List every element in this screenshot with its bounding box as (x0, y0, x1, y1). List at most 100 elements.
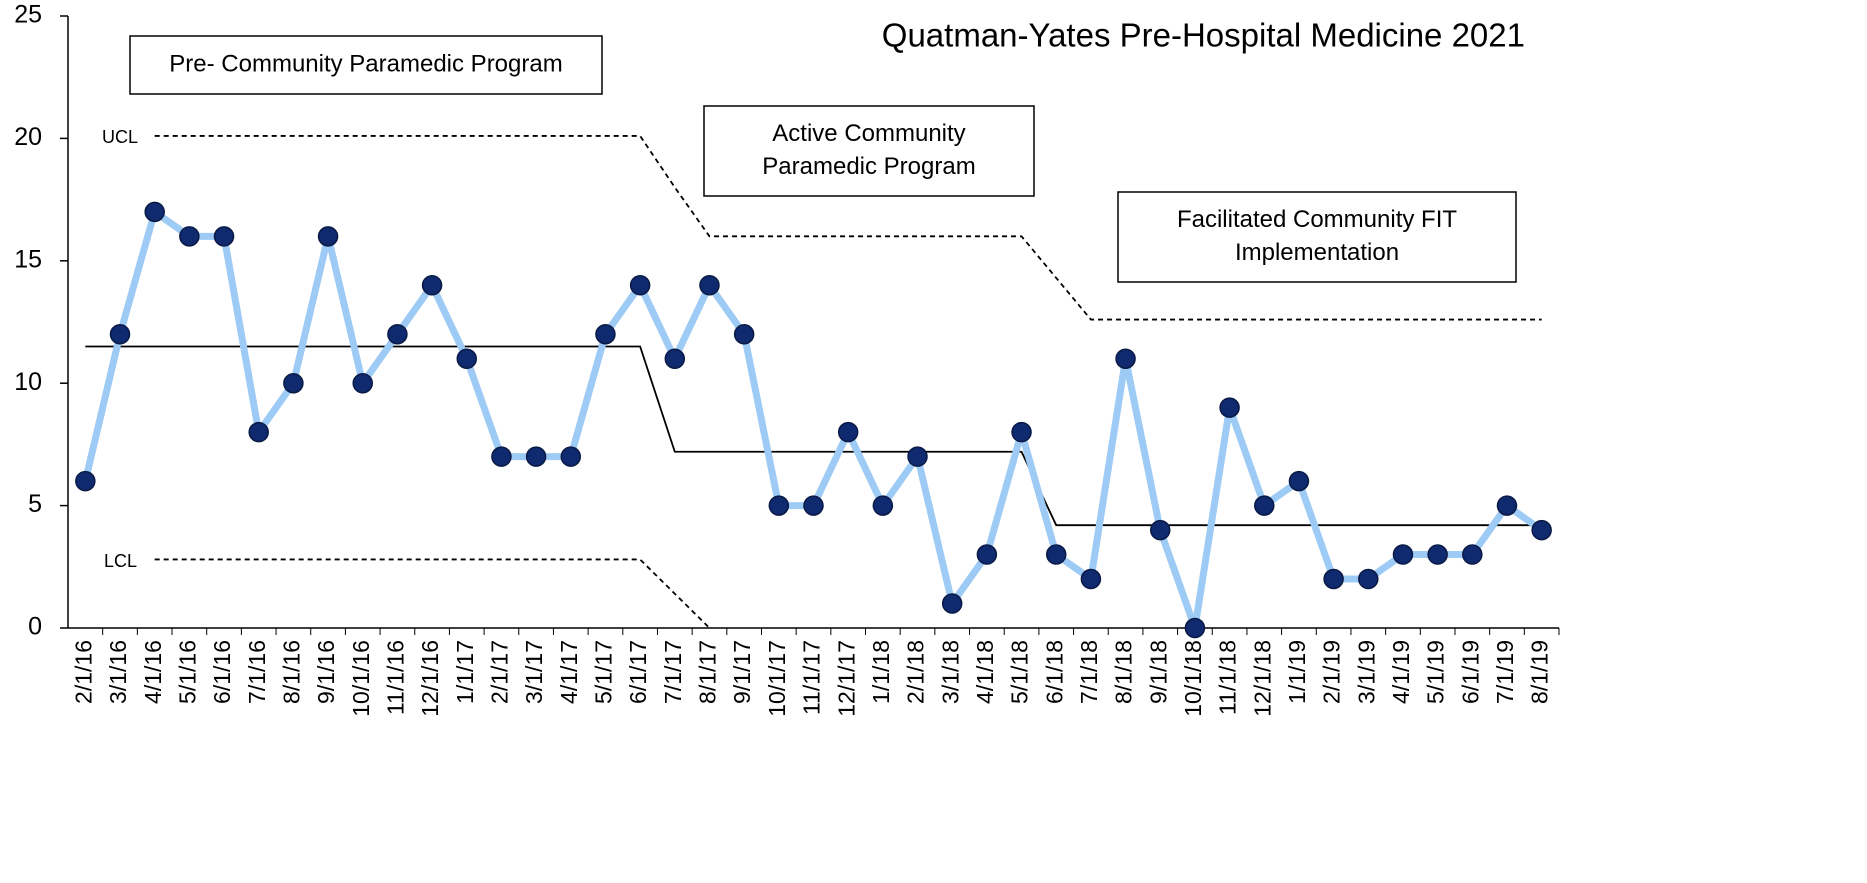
x-tick-label: 2/1/17 (487, 640, 513, 704)
x-tick-label: 8/1/19 (1527, 640, 1553, 704)
x-tick-label: 3/1/18 (937, 640, 963, 704)
x-tick-label: 6/1/16 (209, 640, 235, 704)
chart-title: Quatman-Yates Pre-Hospital Medicine 2021 (882, 17, 1525, 54)
data-point (699, 275, 720, 296)
x-tick-label: 11/1/16 (382, 640, 408, 715)
x-tick-label: 4/1/16 (140, 640, 166, 704)
x-tick-label: 12/1/16 (417, 640, 443, 717)
x-tick-label: 7/1/19 (1492, 640, 1518, 704)
data-point (1149, 519, 1171, 541)
data-point (976, 544, 998, 565)
data-point (248, 421, 269, 443)
data-point (1496, 495, 1518, 516)
text-box (129, 35, 603, 95)
x-tick-label: 8/1/16 (278, 640, 304, 704)
x-tick-label: 1/1/17 (452, 640, 478, 704)
data-point (421, 275, 443, 296)
box-text: Active Community (772, 120, 965, 147)
annotation: UCL (102, 127, 138, 147)
x-tick-label: 8/1/17 (695, 640, 721, 704)
x-tick-label: 11/1/17 (799, 640, 825, 715)
x-tick-label: 4/1/18 (972, 640, 998, 704)
x-tick-label: 2/1/19 (1319, 640, 1345, 704)
data-point (768, 495, 790, 516)
data-point (1288, 470, 1310, 492)
data-point (179, 226, 200, 247)
data-point (525, 446, 547, 467)
x-tick-label: 4/1/19 (1388, 640, 1414, 704)
x-tick-label: 7/1/18 (1076, 640, 1102, 704)
x-tick-label: 8/1/18 (1111, 640, 1137, 704)
box-text: Paramedic Program (762, 153, 975, 180)
data-point (213, 226, 235, 247)
x-tick-label: 6/1/17 (625, 640, 651, 704)
data-point (109, 323, 131, 345)
x-tick-label: 9/1/16 (313, 640, 339, 704)
y-tick-label: 5 (28, 490, 42, 518)
text-box (703, 105, 1035, 197)
x-tick-label: 7/1/17 (660, 640, 686, 704)
x-tick-label: 6/1/19 (1457, 640, 1483, 704)
data-point (1045, 544, 1067, 565)
x-tick-label: 7/1/16 (244, 640, 270, 704)
data-point (872, 495, 894, 516)
data-point (664, 348, 686, 369)
data-point (560, 446, 582, 467)
data-point (1358, 568, 1379, 590)
data-point (144, 201, 165, 223)
x-tick-label: 9/1/17 (729, 640, 755, 704)
data-point (1011, 421, 1032, 443)
data-point (1462, 544, 1483, 565)
x-tick-label: 1/1/18 (868, 640, 894, 704)
data-point (1115, 348, 1136, 369)
x-tick-label: 9/1/18 (1145, 640, 1171, 704)
data-point (456, 348, 478, 369)
data-point (1080, 568, 1102, 590)
data-point (283, 372, 304, 394)
x-tick-label: 10/1/17 (764, 640, 790, 717)
data-point (352, 372, 373, 394)
data-point (837, 421, 859, 443)
y-tick-label: 25 (14, 1, 42, 29)
y-tick-label: 0 (28, 613, 42, 641)
y-tick-label: 15 (14, 245, 42, 273)
data-point (941, 593, 963, 614)
data-point (1531, 519, 1552, 541)
x-tick-label: 5/1/17 (591, 640, 617, 704)
data-point (1184, 617, 1206, 639)
x-tick-label: 10/1/18 (1180, 640, 1206, 717)
y-tick-label: 10 (14, 368, 42, 396)
data-point (1427, 544, 1448, 565)
data-point (1254, 495, 1275, 516)
x-tick-label: 10/1/16 (348, 640, 374, 717)
data-point (1219, 397, 1240, 418)
data-point (595, 323, 616, 345)
box-text: Implementation (1235, 239, 1399, 266)
box-text: Facilitated Community FIT (1177, 206, 1457, 233)
x-tick-label: 5/1/16 (174, 640, 200, 704)
x-tick-label: 3/1/19 (1353, 640, 1379, 704)
limit-line (154, 558, 711, 629)
data-point (803, 495, 824, 516)
x-tick-label: 4/1/17 (556, 640, 582, 704)
data-point (1392, 544, 1414, 565)
x-tick-label: 11/1/18 (1215, 640, 1241, 715)
text-box (1117, 191, 1517, 283)
x-tick-label: 1/1/19 (1284, 640, 1310, 704)
data-point (317, 226, 339, 247)
x-tick-label: 5/1/19 (1423, 640, 1449, 704)
x-tick-label: 5/1/18 (1007, 640, 1033, 704)
x-tick-label: 2/1/16 (70, 640, 96, 704)
data-point (75, 470, 96, 492)
y-tick-label: 20 (14, 123, 42, 151)
box-text: Pre- Community Paramedic Program (169, 50, 562, 77)
annotation: LCL (104, 551, 137, 571)
x-tick-label: 3/1/17 (521, 640, 547, 704)
data-point (733, 323, 755, 345)
x-tick-label: 12/1/18 (1249, 640, 1275, 717)
data-point (491, 446, 512, 467)
x-tick-label: 3/1/16 (105, 640, 131, 704)
x-tick-label: 12/1/17 (833, 640, 859, 717)
